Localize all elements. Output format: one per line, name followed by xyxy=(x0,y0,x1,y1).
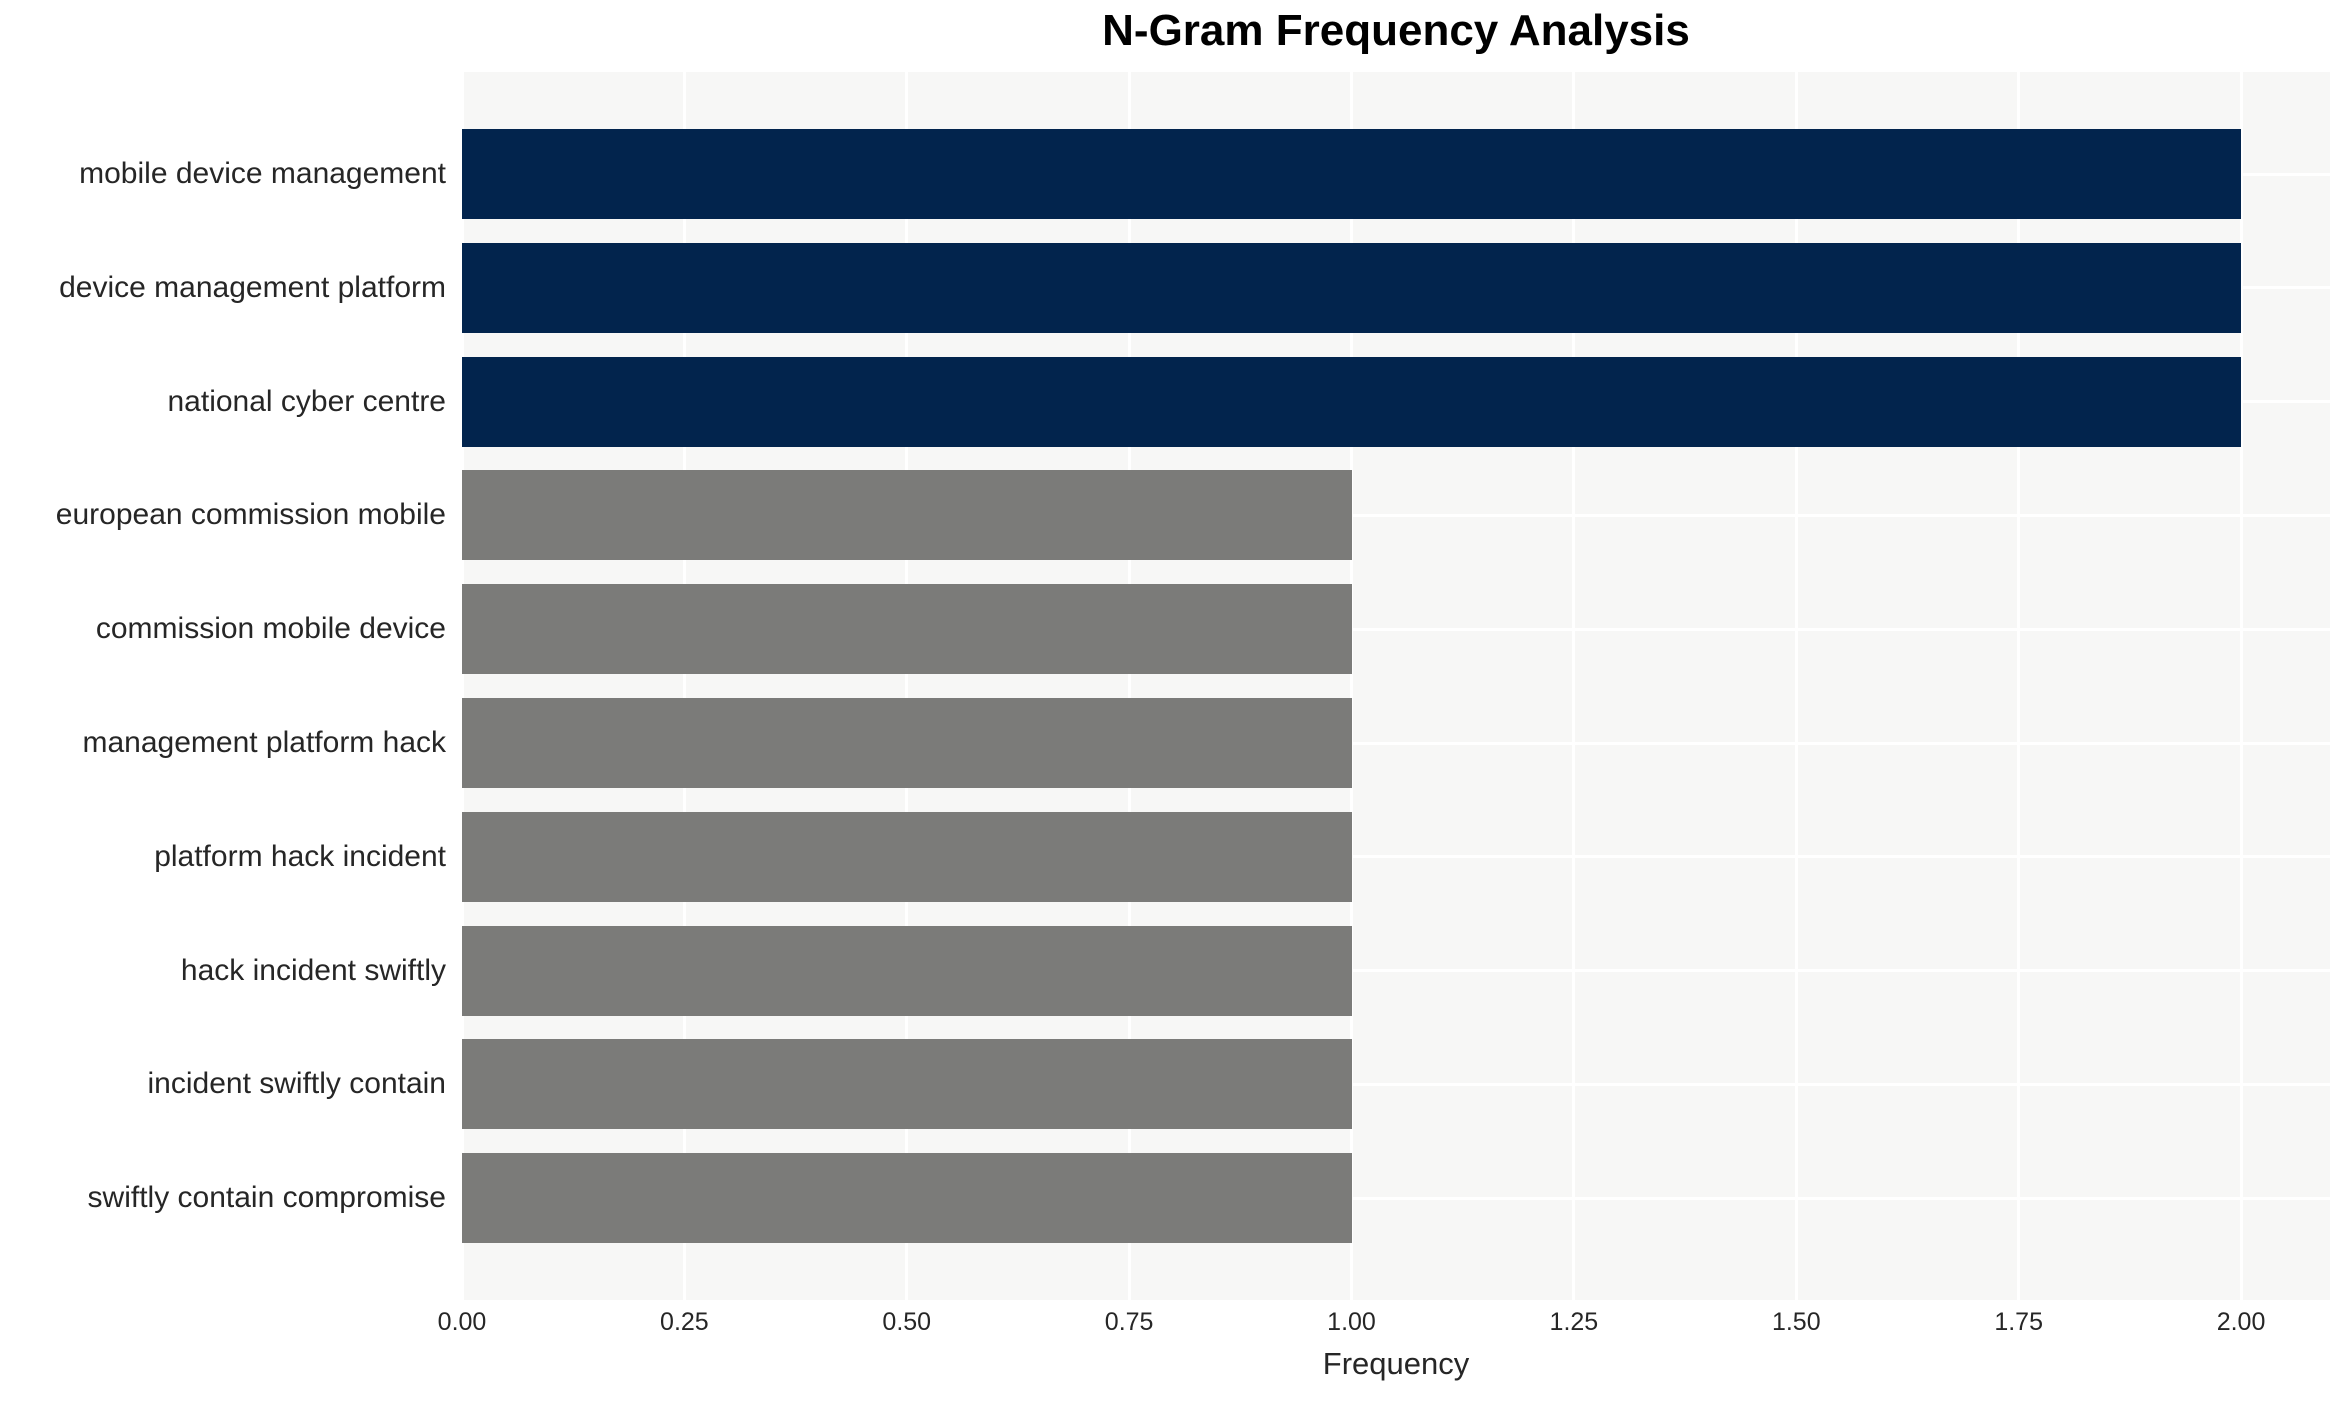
vertical-gridline xyxy=(460,72,464,1300)
vertical-gridline xyxy=(2017,72,2021,1300)
vertical-gridline xyxy=(1794,72,1798,1300)
y-tick-label: incident swiftly contain xyxy=(147,1067,446,1101)
x-tick-label: 0.75 xyxy=(1104,1308,1154,1336)
bar-national-cyber-centre xyxy=(462,356,2242,447)
plot-area xyxy=(460,72,2330,1300)
bar-management-platform-hack xyxy=(462,698,1352,788)
y-tick-label: european commission mobile xyxy=(55,498,446,532)
x-tick-label: 0.25 xyxy=(660,1308,709,1336)
horizontal-gridline xyxy=(462,969,2330,973)
horizontal-gridline xyxy=(462,741,2330,745)
vertical-gridline xyxy=(2239,72,2243,1300)
x-tick-label: 1.75 xyxy=(1994,1308,2043,1336)
horizontal-gridline xyxy=(462,1196,2330,1200)
y-tick-label: mobile device management xyxy=(79,157,446,190)
x-axis-label: Frequency xyxy=(1322,1346,1470,1381)
y-tick-label: device management platform xyxy=(59,270,446,304)
y-tick-label: national cyber centre xyxy=(167,384,447,418)
vertical-gridline xyxy=(1350,72,1354,1300)
vertical-gridline xyxy=(1572,72,1576,1300)
horizontal-gridline xyxy=(462,627,2330,631)
bar-swiftly-contain-compromise xyxy=(462,1153,1352,1244)
x-tick-label: 1.50 xyxy=(1771,1308,1821,1336)
vertical-gridline xyxy=(682,72,686,1300)
horizontal-gridline xyxy=(462,513,2330,517)
x-tick-label: 2.00 xyxy=(2216,1308,2266,1336)
y-tick-label: commission mobile device xyxy=(95,612,446,646)
horizontal-gridline xyxy=(462,855,2330,859)
x-tick-label: 1.25 xyxy=(1549,1308,1599,1336)
y-tick-label: hack incident swiftly xyxy=(180,953,446,987)
x-tick-label: 0.50 xyxy=(882,1308,932,1336)
y-tick-label: platform hack incident xyxy=(154,839,446,873)
bar-european-commission-mobile xyxy=(462,470,1352,561)
vertical-gridline xyxy=(905,72,909,1300)
x-tick-label: 1.00 xyxy=(1327,1308,1376,1336)
bar-mobile-device-management xyxy=(462,129,2242,219)
bar-incident-swiftly-contain xyxy=(462,1039,1352,1130)
y-tick-label: management platform hack xyxy=(82,726,446,759)
y-tick-label: swiftly contain compromise xyxy=(87,1181,446,1215)
bar-device-management-platform xyxy=(462,242,2242,333)
bar-platform-hack-incident xyxy=(462,811,1352,902)
x-tick-label: 0.00 xyxy=(437,1308,487,1336)
bar-hack-incident-swiftly xyxy=(462,925,1352,1016)
bar-commission-mobile-device xyxy=(462,584,1352,675)
vertical-gridline xyxy=(1127,72,1131,1300)
chart-title: N-Gram Frequency Analysis xyxy=(1102,6,1690,55)
horizontal-gridline xyxy=(462,1082,2330,1086)
